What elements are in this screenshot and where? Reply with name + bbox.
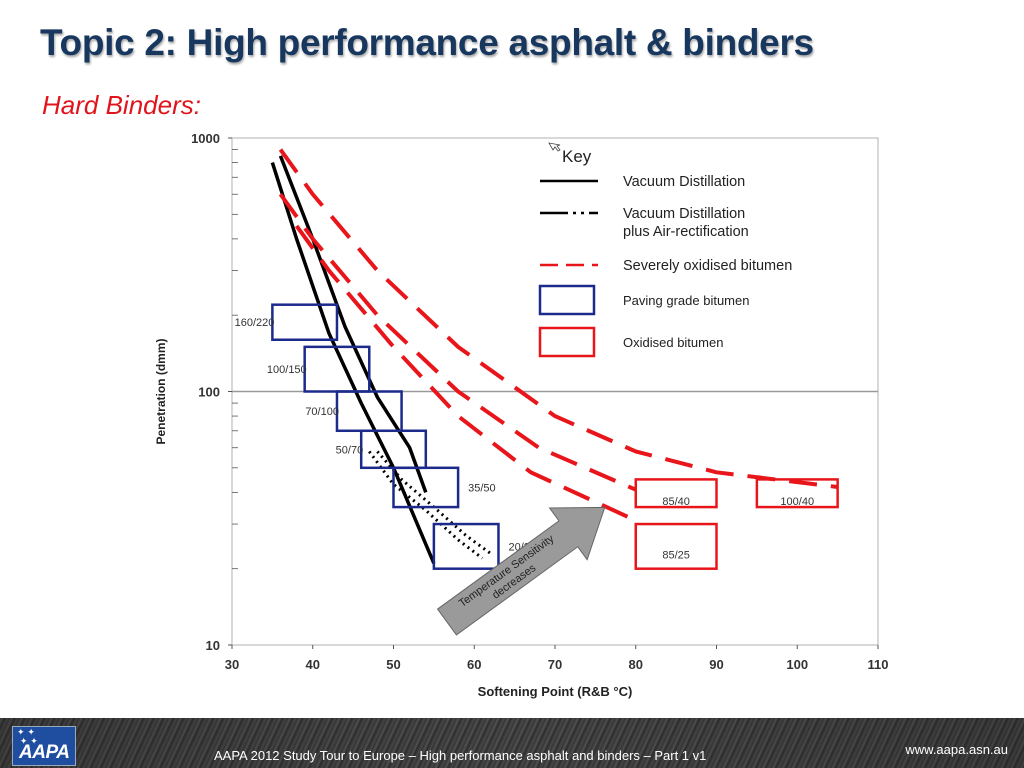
x-axis-label: Softening Point (R&B °C)	[478, 684, 633, 699]
series-line-6	[278, 193, 637, 492]
grade-box-label: 100/40	[780, 496, 814, 508]
legend-label: plus Air-rectification	[623, 224, 749, 240]
grade-box-label: 35/50	[468, 482, 496, 494]
grade-box	[634, 522, 718, 570]
footer-caption: AAPA 2012 Study Tour to Europe – High pe…	[214, 748, 707, 763]
cursor-icon	[548, 142, 561, 152]
grade-box-label: 70/100	[305, 406, 339, 418]
x-tick-label: 40	[306, 657, 320, 672]
legend-label: Vacuum Distillation	[623, 174, 745, 190]
grade-box	[432, 522, 500, 570]
y-tick-label: 10	[206, 638, 220, 653]
x-tick-label: 70	[548, 657, 562, 672]
legend-label: Paving grade bitumen	[623, 293, 749, 308]
series-line-2	[278, 155, 428, 493]
legend-label: Severely oxidised bitumen	[623, 258, 792, 274]
legend-swatch-box	[538, 326, 596, 358]
softening-penetration-chart: 10 100 1000 30 40 50 60 70 80 90 100 110 Softening P…	[154, 131, 889, 699]
legend-label: Oxidised bitumen	[623, 335, 723, 350]
x-tick-label: 80	[629, 657, 643, 672]
y-tick-label: 1000	[191, 131, 220, 146]
x-tick-label: 90	[709, 657, 723, 672]
logo-text: AAPA	[19, 742, 70, 763]
footer-url: www.aapa.asn.au	[905, 742, 1008, 757]
y-axis-label: Penetration (dmm)	[154, 338, 168, 444]
x-tick-label: 60	[467, 657, 481, 672]
series-line-1	[270, 162, 436, 564]
grade-box-label: 85/25	[662, 549, 690, 561]
x-tick-label: 30	[225, 657, 239, 672]
x-tick-label: 50	[386, 657, 400, 672]
x-tick-label: 110	[868, 657, 889, 672]
grade-box-label: 160/220	[235, 317, 275, 329]
legend-title: Key	[562, 147, 592, 166]
arrow-shape	[436, 506, 606, 636]
legend-label: Vacuum Distillation	[623, 206, 745, 222]
grade-box	[634, 478, 718, 509]
grade-box-label: 100/150	[267, 364, 307, 376]
grade-box-label: 85/40	[662, 496, 690, 508]
legend-swatch-box	[538, 284, 596, 316]
grade-box	[392, 466, 460, 509]
aapa-logo: ✦ ✦ ✦ ✦ AAPA	[12, 726, 76, 766]
grade-box	[271, 303, 339, 342]
star-cluster-icon: ✦ ✦ ✦ ✦	[17, 728, 38, 747]
y-tick-label: 100	[198, 385, 220, 400]
x-tick-label: 100	[786, 657, 808, 672]
slide-title: Topic 2: High performance asphalt & bind…	[40, 22, 814, 63]
footer-bar: ✦ ✦ ✦ ✦ AAPA AAPA 2012 Study Tour to Eur…	[0, 718, 1024, 768]
grade-box	[755, 478, 839, 509]
slide-subtitle: Hard Binders:	[42, 90, 201, 120]
series-line-7	[294, 224, 637, 523]
grade-box-label: 50/70	[336, 444, 364, 456]
